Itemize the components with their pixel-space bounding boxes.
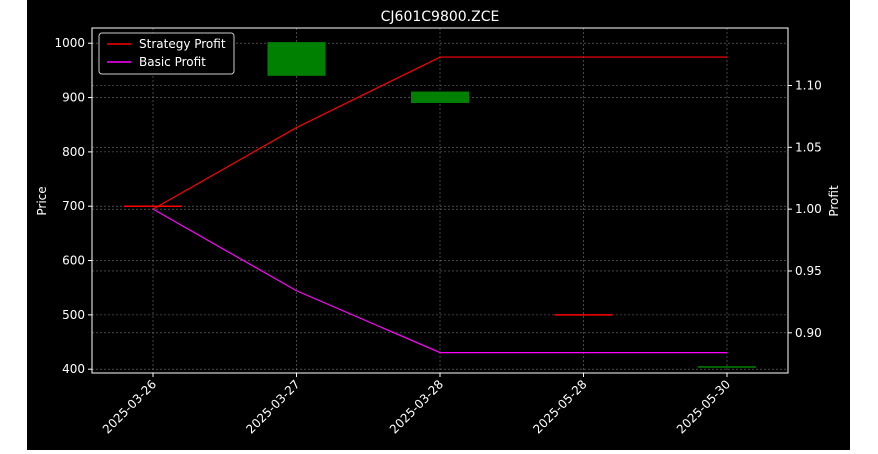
chart: CJ601C9800.ZCE 400 500 600 700 800 900 1000 0.… (35, 9, 841, 436)
y2-tick-label: 1.00 (795, 202, 822, 216)
x-axis: 2025-03-26 2025-03-27 2025-03-28 2025-05-28… (100, 373, 733, 436)
candle-2025-03-27 (267, 42, 326, 76)
y-axis-left: 400 500 600 700 800 900 1000 (54, 36, 92, 376)
y-tick-label: 800 (62, 145, 85, 159)
x-tick-label: 2025-03-28 (387, 377, 446, 436)
y-axis-label: Price (35, 186, 49, 215)
candle-2025-03-28 (411, 91, 469, 103)
legend-box (98, 32, 235, 75)
y-tick-label: 900 (62, 91, 85, 105)
y-axis-right: 0.90 0.95 1.00 1.05 1.10 (788, 79, 822, 340)
grid (92, 28, 788, 373)
y2-axis-label: Profit (827, 185, 841, 217)
profit-lines (152, 56, 727, 354)
x-tick-label: 2025-03-27 (243, 377, 302, 436)
y2-tick-label: 1.05 (795, 140, 822, 154)
y2-tick-label: 1.10 (795, 79, 822, 93)
legend: Strategy Profit Basic Profit (98, 32, 235, 75)
y-tick-label: 700 (62, 199, 85, 213)
series-line-strategy-profit (152, 56, 727, 210)
legend-basic-label: Basic Profit (139, 55, 206, 69)
candles (124, 42, 756, 368)
y2-tick-label: 0.90 (795, 326, 822, 340)
y2-tick-label: 0.95 (795, 264, 822, 278)
legend-strategy-label: Strategy Profit (139, 37, 226, 51)
y-tick-label: 600 (62, 254, 85, 268)
y-tick-label: 1000 (54, 36, 85, 50)
chart-frame: CJ601C9800.ZCE 400 500 600 700 800 900 1000 0.… (27, 0, 850, 450)
chart-title: CJ601C9800.ZCE (381, 9, 500, 25)
y-tick-label: 400 (62, 362, 85, 376)
x-tick-label: 2025-05-28 (530, 377, 589, 436)
series-line-basic-profit (152, 208, 727, 354)
x-tick-label: 2025-05-30 (674, 377, 733, 436)
x-tick-label: 2025-03-26 (100, 377, 159, 436)
y-tick-label: 500 (62, 308, 85, 322)
